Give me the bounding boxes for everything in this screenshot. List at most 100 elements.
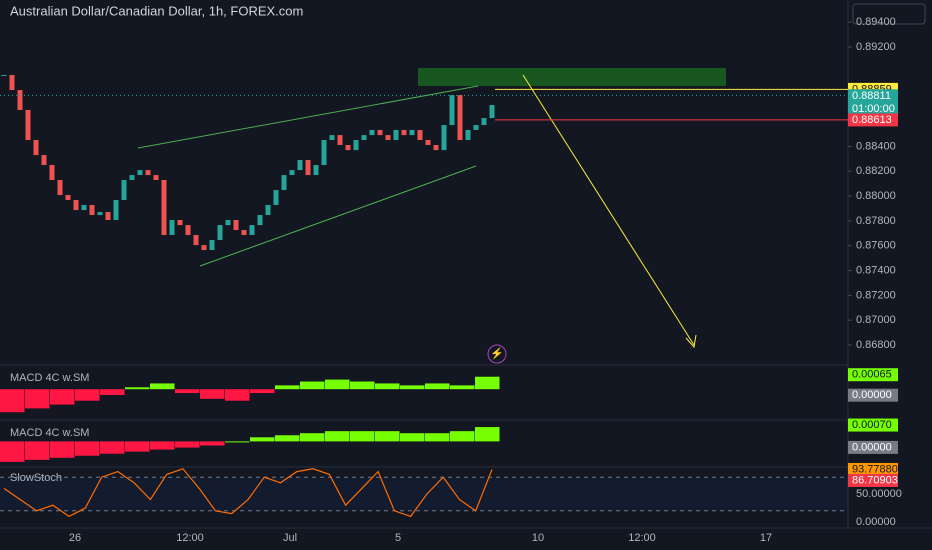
candle: [385, 135, 391, 141]
candle: [281, 175, 287, 191]
candle: [41, 155, 47, 165]
candle: [265, 204, 271, 216]
histogram-bar: [325, 431, 350, 442]
candle: [89, 204, 95, 216]
candle: [449, 95, 455, 126]
x-tick-label: Jul: [283, 532, 297, 544]
y-tick-label: 0.89400: [856, 16, 896, 28]
histogram-bar: [200, 441, 225, 446]
indicator-tag: [848, 462, 898, 476]
histogram-bar: [325, 379, 350, 390]
histogram-bar: [0, 441, 25, 462]
candle: [81, 204, 87, 211]
candle: [353, 140, 359, 151]
y-tick-label: 0.86800: [856, 339, 896, 351]
button[interactable]: [852, 3, 926, 25]
candle: [241, 230, 247, 236]
price-tag: [848, 113, 898, 127]
indicator-tag-label: 0.00065: [852, 369, 892, 381]
indicator-tag: [848, 388, 898, 402]
candle: [233, 219, 239, 231]
histogram-bar: [475, 376, 500, 390]
histogram-bar: [450, 385, 475, 390]
histogram-bar: [125, 441, 150, 452]
y-tick-label: 0.88000: [856, 190, 896, 202]
candle: [345, 145, 351, 151]
y-tick-label: 0.87000: [856, 314, 896, 326]
indicator-tag-label: 0.00070: [852, 419, 892, 431]
candle: [377, 129, 383, 136]
histogram-bar: [425, 383, 450, 390]
histogram-bar: [275, 385, 300, 390]
candle: [217, 225, 223, 240]
candle: [305, 160, 311, 176]
histogram-bar: [75, 441, 100, 456]
candle: [409, 129, 415, 136]
candle: [481, 118, 487, 126]
candle: [1, 74, 7, 76]
candle: [465, 129, 471, 141]
candle: [329, 135, 335, 141]
candle: [209, 239, 215, 251]
indicator-tag: [848, 418, 898, 432]
histogram-bar: [100, 441, 125, 454]
candle: [401, 129, 407, 136]
candle: [137, 170, 143, 176]
price-tag: [848, 89, 898, 116]
histogram-bar: [225, 441, 250, 443]
x-tick-label: 10: [532, 532, 544, 544]
candle: [393, 129, 399, 141]
histogram-bar: [300, 381, 325, 390]
candle: [185, 225, 191, 236]
candle: [369, 129, 375, 136]
candle: [65, 195, 71, 201]
candle: [249, 225, 255, 236]
candle: [25, 109, 31, 141]
y-tick-label: 0.87400: [856, 264, 896, 276]
icon[interactable]: ⚡: [490, 347, 504, 360]
indicator-name: SlowStoch: [10, 472, 62, 484]
candle: [489, 105, 495, 119]
trend-line: [199, 165, 477, 267]
histogram-bar: [350, 431, 375, 442]
x-tick-label: 26: [69, 532, 81, 544]
y-tick-label: 0.00000: [856, 516, 896, 528]
icon[interactable]: [487, 344, 507, 364]
x-tick-label: 12:00: [176, 532, 204, 544]
target-zone: [418, 68, 726, 86]
y-tick-label: 0.89200: [856, 41, 896, 53]
histogram-bar: [175, 441, 200, 448]
candle: [457, 95, 463, 141]
indicator-tag: [848, 473, 898, 487]
histogram-bar: [275, 435, 300, 442]
indicator-tag-label: 0.00000: [852, 389, 892, 401]
candle: [177, 219, 183, 226]
histogram-bar: [200, 389, 225, 399]
candle: [169, 219, 175, 236]
candle: [121, 180, 127, 201]
histogram-bar: [150, 383, 175, 390]
candle: [9, 74, 15, 91]
candle: [105, 212, 111, 220]
histogram-bar: [25, 441, 50, 460]
candle: [33, 140, 39, 156]
indicator-tag-label: 0.00000: [852, 441, 892, 453]
candle: [273, 190, 279, 205]
arrow-head: [685, 334, 697, 349]
candle: [129, 175, 135, 181]
y-tick-label: 0.87200: [856, 289, 896, 301]
chart-title: Australian Dollar/Canadian Dollar, 1h, F…: [10, 3, 303, 18]
stoch-line: [3, 468, 493, 518]
y-tick-label: 0.88200: [856, 165, 896, 177]
histogram-bar: [425, 433, 450, 442]
candle: [321, 140, 327, 165]
histogram-bar: [400, 433, 425, 442]
histogram-bar: [300, 433, 325, 442]
histogram-bar: [350, 381, 375, 390]
price-tag-label: 0.88613: [852, 114, 892, 126]
candle: [337, 135, 343, 146]
countdown: 01:00:00: [852, 103, 895, 115]
indicator-tag-label: 93.77880: [852, 463, 898, 475]
